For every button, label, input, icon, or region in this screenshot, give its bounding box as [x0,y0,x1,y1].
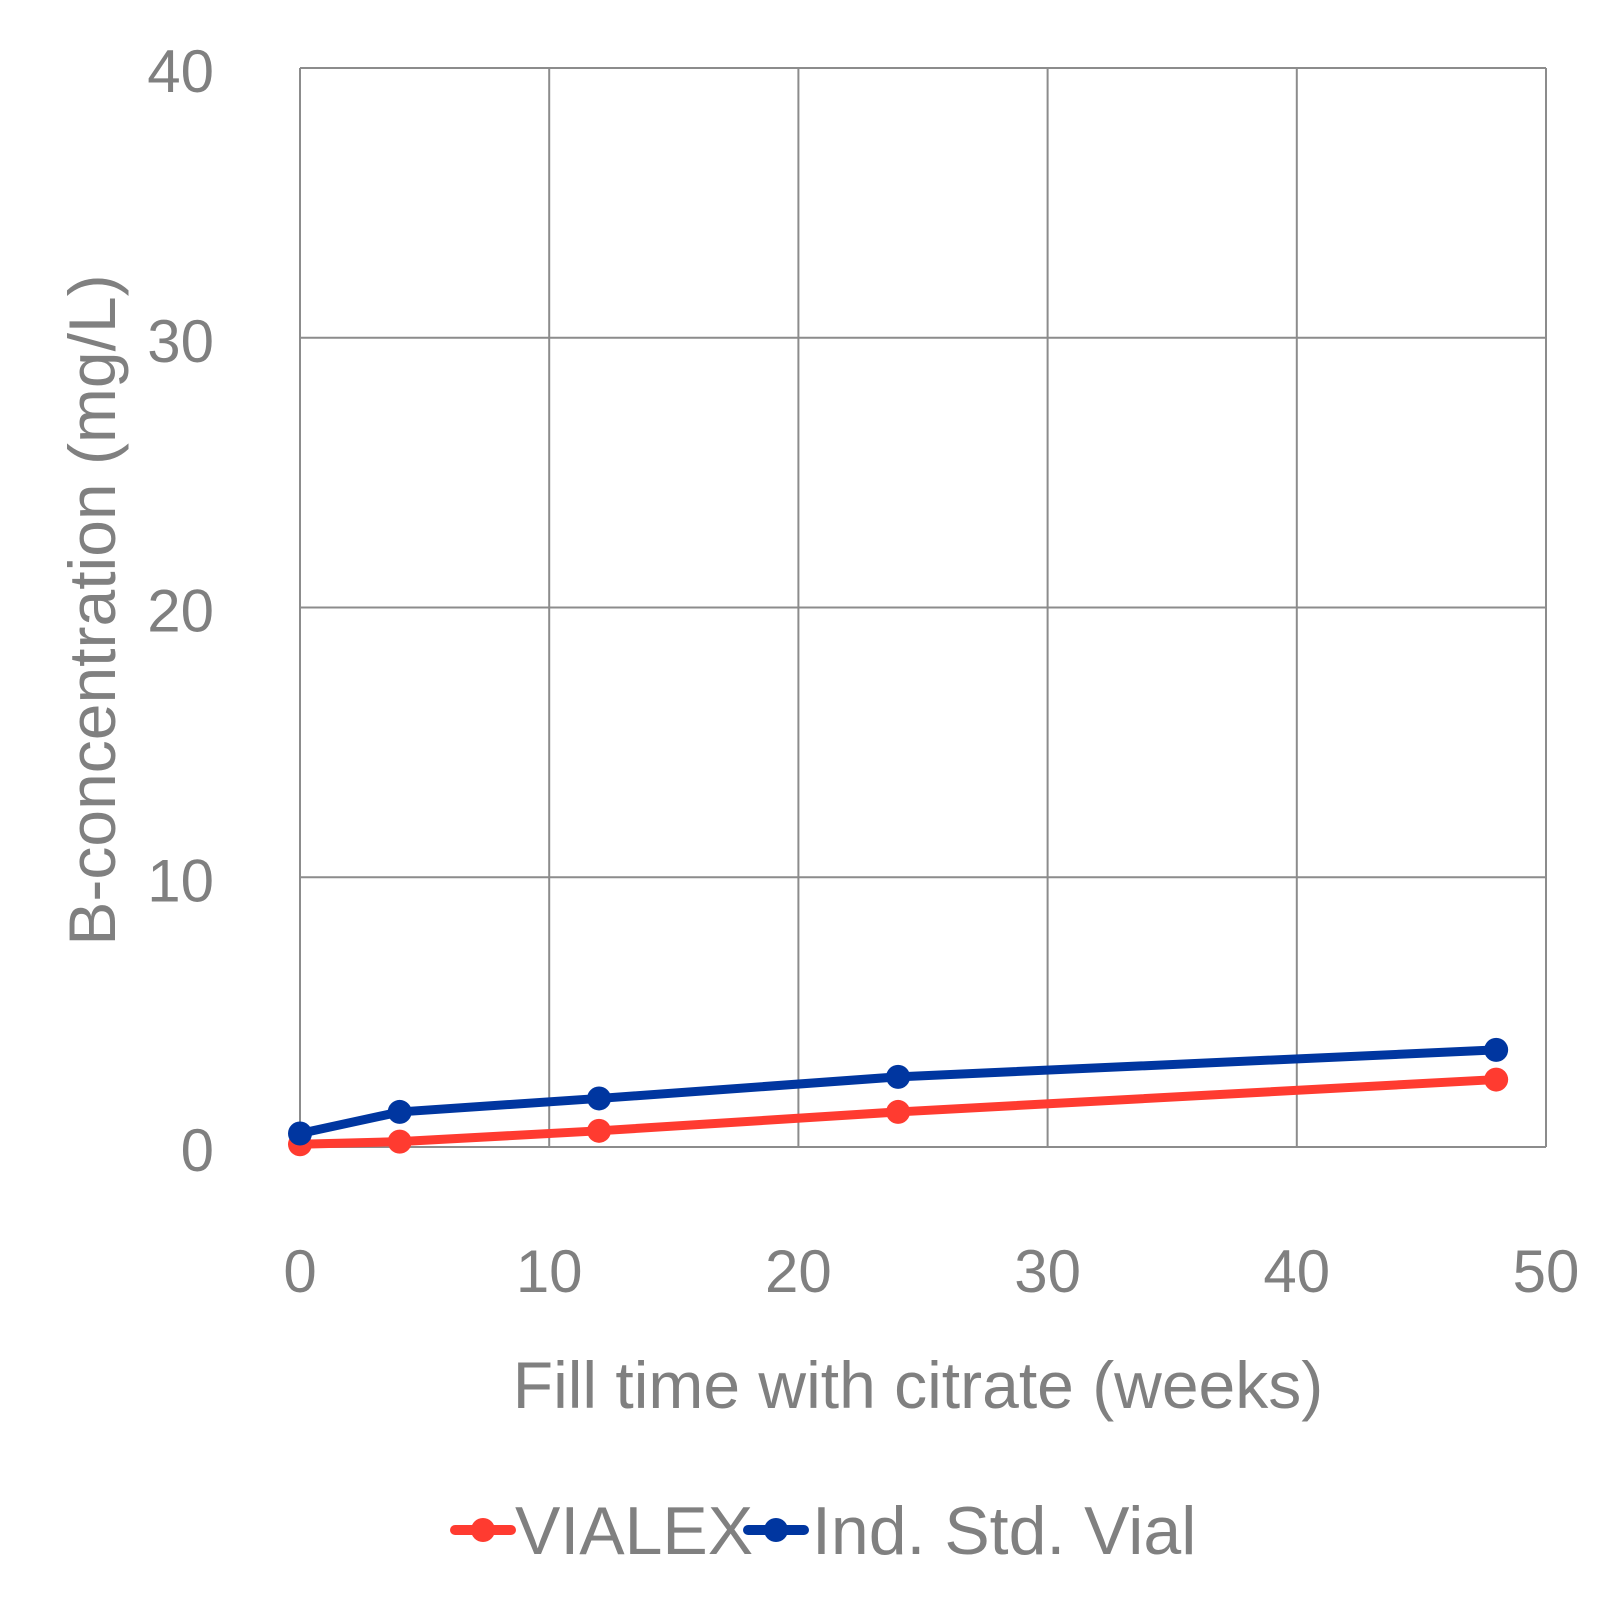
data-point-ind-std-vial [288,1121,312,1146]
y-tick-label: 20 [147,578,214,645]
legend-label-ind-std-vial: Ind. Std. Vial [812,1493,1196,1569]
data-point-ind-std-vial [587,1086,612,1111]
data-point-vialex [387,1129,412,1154]
x-tick-label: 50 [1513,1238,1580,1305]
y-axis-label: B-concentration (mg/L) [55,274,129,945]
x-axis-label: Fill time with citrate (weeks) [513,1348,1323,1422]
series-layer [288,1037,1509,1157]
y-tick-label: 40 [147,38,214,105]
data-point-vialex [587,1118,612,1143]
legend: VIALEX Ind. Std. Vial [450,1493,1196,1569]
x-tick-label: 30 [1014,1238,1081,1305]
legend-swatch-marker-vialex [471,1518,495,1542]
x-tick-label: 20 [765,1238,832,1305]
y-tick-label: 0 [181,1117,214,1184]
data-point-ind-std-vial [387,1099,412,1124]
x-tick-labels: 0 10 20 30 40 50 [283,1238,1579,1305]
y-tick-label: 30 [147,308,214,375]
data-point-vialex [1484,1067,1509,1092]
legend-label-vialex: VIALEX [515,1493,753,1569]
y-tick-labels: 0 10 20 30 40 [147,38,214,1184]
x-tick-label: 40 [1263,1238,1330,1305]
legend-swatch-marker-ind-std-vial [764,1518,788,1542]
data-point-ind-std-vial [886,1064,911,1089]
data-point-vialex [886,1099,911,1124]
x-tick-label: 0 [283,1238,316,1305]
y-tick-label: 10 [147,847,214,914]
grid-layer [299,67,1547,1148]
x-tick-label: 10 [516,1238,583,1305]
data-point-ind-std-vial [1484,1037,1509,1062]
